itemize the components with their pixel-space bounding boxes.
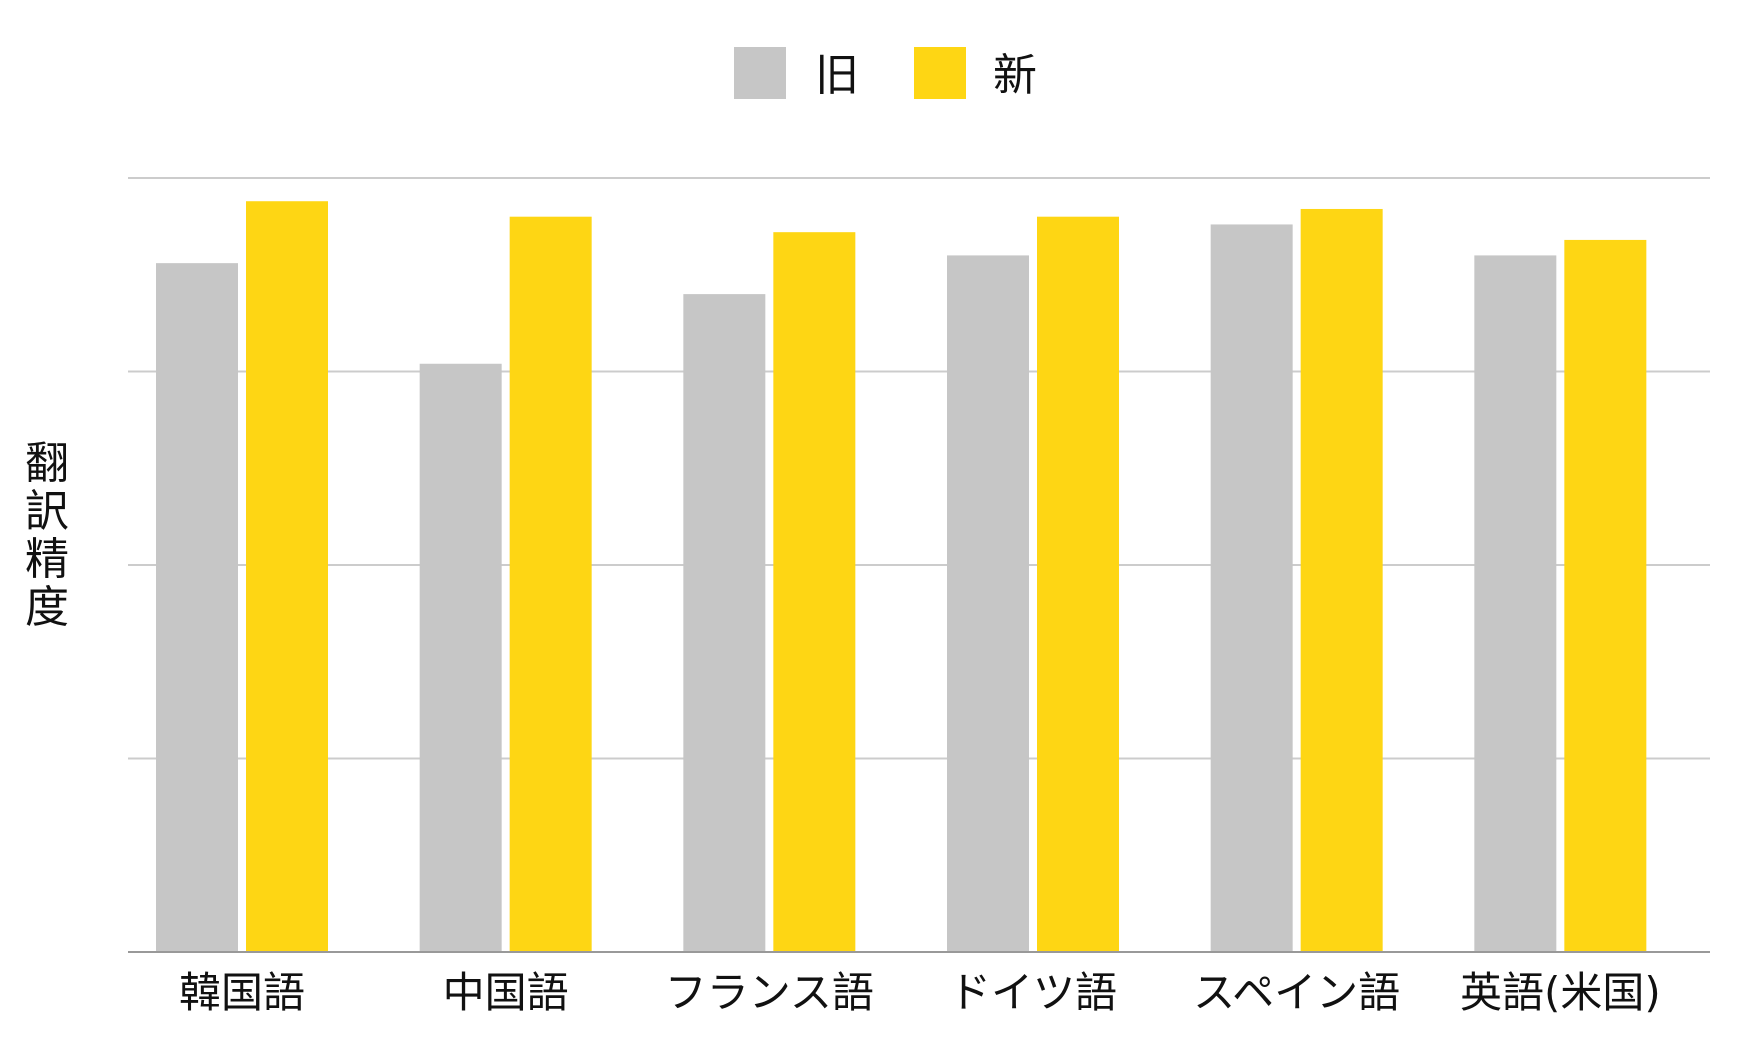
bars [156, 201, 1647, 953]
bar-new [509, 216, 592, 952]
legend-label: 旧 [815, 50, 859, 101]
bar-old [947, 255, 1029, 952]
x-tick-label: 英語(米国) [1460, 968, 1661, 1017]
bar-old [1474, 255, 1557, 952]
x-tick-labels: 韓国語 中国語 フランス語 ドイツ語 スペイン語 英語(米国) [179, 968, 1661, 1017]
x-tick-label: ドイツ語 [949, 968, 1117, 1017]
legend-swatch [734, 47, 786, 99]
legend-swatch [914, 47, 966, 99]
bar-old [419, 363, 502, 952]
legend-label: 新 [993, 50, 1037, 101]
x-tick-label: 中国語 [443, 968, 569, 1017]
bar-new [1037, 216, 1119, 952]
bar-old [156, 263, 238, 952]
x-tick-label: 韓国語 [179, 968, 305, 1017]
bar-new [1300, 208, 1383, 952]
bar-new [773, 232, 856, 952]
bar-old [1210, 224, 1293, 952]
bar-new [246, 201, 328, 953]
gridlines [128, 177, 1710, 760]
x-tick-label: スペイン語 [1193, 968, 1400, 1017]
y-axis-label: 翻訳精度 [25, 438, 69, 633]
bar-new [1564, 239, 1647, 953]
x-tick-label: フランス語 [665, 968, 874, 1017]
legend: 旧新 [734, 47, 1037, 101]
bar-old [683, 294, 766, 953]
